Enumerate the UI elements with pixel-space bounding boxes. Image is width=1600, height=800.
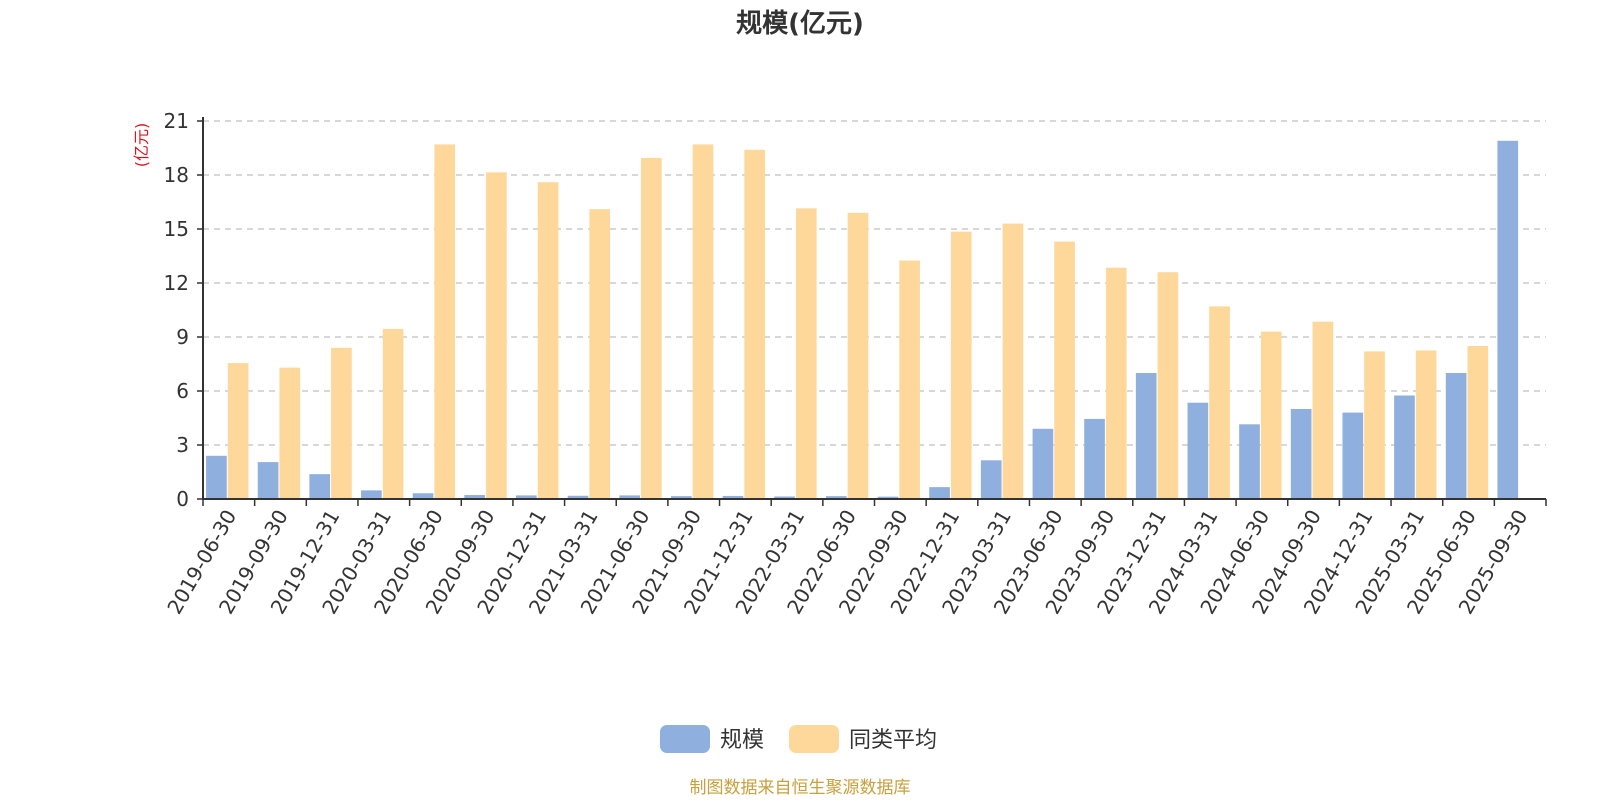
bar-series0-9 (670, 496, 692, 499)
bar-series0-19 (1187, 402, 1209, 499)
bar-series1-15 (1002, 223, 1024, 499)
bar-series1-8 (641, 157, 662, 499)
y-tick-label-3: 9 (176, 325, 189, 349)
y-tick-label-1: 3 (176, 433, 189, 457)
bar-series0-1 (257, 462, 279, 499)
bar-series0-15 (980, 460, 1002, 499)
y-tick-label-4: 12 (164, 271, 189, 295)
bar-series0-22 (1342, 412, 1364, 499)
bar-series0-2 (309, 474, 331, 499)
bar-series0-21 (1290, 409, 1312, 499)
y-tick-label-7: 21 (164, 109, 189, 133)
bar-series0-7 (567, 495, 589, 499)
bar-series1-4 (434, 144, 456, 499)
bar-series0-5 (464, 495, 486, 499)
bar-series1-3 (382, 328, 404, 499)
chart-title: 规模(亿元) (736, 9, 864, 39)
bar-series1-1 (279, 367, 301, 499)
bar-series0-17 (1084, 418, 1105, 499)
y-tick-label-6: 18 (164, 163, 189, 187)
bar-series0-3 (361, 490, 382, 499)
bar-series1-5 (486, 172, 507, 500)
bar-series1-14 (950, 231, 972, 499)
y-axis-ticks: 0 3 6 9 12 15 18 21 (164, 109, 203, 511)
bar-series1-16 (1054, 241, 1075, 499)
y-tick-label-5: 15 (164, 217, 189, 241)
bar-series0-10 (722, 495, 744, 499)
bar-series1-22 (1364, 351, 1385, 499)
bar-series1-13 (899, 260, 920, 499)
bar-series1-18 (1157, 272, 1179, 499)
bar-series1-20 (1260, 331, 1282, 499)
legend-label-0: 规模 (720, 728, 764, 753)
bar-series0-24 (1445, 373, 1467, 499)
legend-swatch-1 (789, 725, 839, 753)
bar-series0-12 (825, 496, 847, 499)
bar-series0-6 (516, 495, 537, 499)
bar-series0-18 (1135, 373, 1157, 499)
bar-series1-0 (227, 363, 249, 499)
bar-series1-10 (744, 149, 765, 500)
bar-series0-20 (1239, 424, 1260, 499)
bar-series0-0 (206, 455, 227, 499)
y-tick-label-2: 6 (176, 379, 189, 403)
y-tick-label-0: 0 (176, 487, 189, 511)
y-axis-unit-label: (亿元) (132, 123, 151, 168)
bar-series0-11 (774, 496, 795, 499)
bar-series1-6 (537, 182, 559, 499)
bar-series1-9 (692, 144, 714, 499)
bar-series1-2 (331, 347, 352, 499)
bar-series1-12 (847, 212, 869, 500)
bars (206, 140, 1519, 500)
bar-series0-13 (877, 496, 899, 499)
bar-series1-24 (1467, 346, 1489, 499)
bar-series1-21 (1312, 321, 1334, 499)
legend-label-1: 同类平均 (849, 728, 937, 753)
source-note: 制图数据来自恒生聚源数据库 (690, 778, 911, 798)
bar-series0-23 (1394, 395, 1415, 499)
bar-series0-14 (929, 487, 950, 499)
x-axis-ticks: 2019-06-302019-09-302019-12-312020-03-31… (162, 499, 1547, 618)
bar-series1-17 (1105, 267, 1127, 499)
legend: 规模 同类平均 (660, 725, 937, 753)
bar-series0-8 (619, 495, 640, 499)
grid-lines (203, 120, 1546, 446)
legend-swatch-0 (660, 725, 710, 753)
bar-series1-19 (1209, 306, 1230, 499)
bar-series1-11 (795, 208, 817, 500)
bar-series1-7 (589, 209, 611, 499)
bar-series0-4 (412, 493, 434, 499)
bar-series1-23 (1415, 350, 1437, 499)
bar-series0-25 (1497, 140, 1519, 500)
bar-series0-16 (1032, 428, 1054, 499)
